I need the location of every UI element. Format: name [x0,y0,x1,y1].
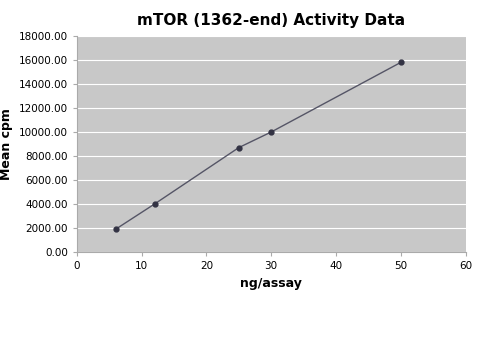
Y-axis label: Mean cpm: Mean cpm [0,108,13,180]
X-axis label: ng/assay: ng/assay [240,276,302,289]
Title: mTOR (1362-end) Activity Data: mTOR (1362-end) Activity Data [137,13,405,28]
